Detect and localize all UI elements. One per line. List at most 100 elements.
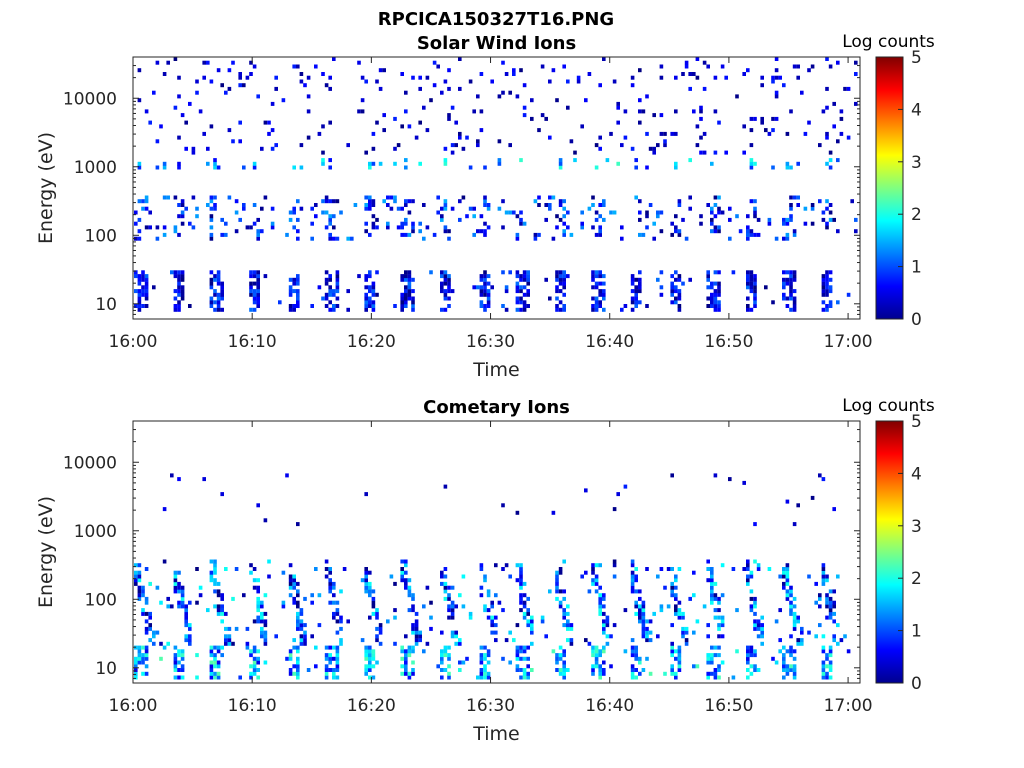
heatmap-cell bbox=[209, 124, 214, 129]
heatmap-cell bbox=[602, 623, 606, 628]
heatmap-cell bbox=[296, 675, 300, 680]
heatmap-cell bbox=[821, 567, 826, 571]
heatmap-cell bbox=[836, 158, 840, 163]
heatmap-cell bbox=[670, 473, 674, 478]
heatmap-cell bbox=[519, 563, 523, 568]
heatmap-cell bbox=[447, 593, 451, 598]
heatmap-cell bbox=[407, 589, 412, 594]
heatmap-cell bbox=[486, 675, 491, 680]
heatmap-cell bbox=[292, 281, 296, 286]
heatmap-cell bbox=[206, 203, 210, 207]
heatmap-cell bbox=[332, 57, 336, 61]
heatmap-cell bbox=[746, 236, 750, 241]
heatmap-cell bbox=[407, 270, 412, 275]
heatmap-cell bbox=[443, 581, 448, 586]
heatmap-cell bbox=[515, 289, 520, 294]
heatmap-cell bbox=[508, 574, 512, 579]
heatmap-cell bbox=[630, 653, 635, 658]
heatmap-cell bbox=[328, 217, 332, 222]
heatmap-cell bbox=[760, 630, 764, 635]
heatmap-cell bbox=[558, 656, 563, 661]
heatmap-cell bbox=[306, 75, 311, 80]
heatmap-cell bbox=[753, 116, 757, 121]
heatmap-cell bbox=[411, 307, 415, 312]
heatmap-cell bbox=[746, 296, 750, 301]
heatmap-cell bbox=[810, 203, 815, 207]
heatmap-cell bbox=[407, 277, 412, 282]
heatmap-cell bbox=[594, 300, 599, 305]
heatmap-cell bbox=[321, 296, 325, 301]
heatmap-cell bbox=[335, 274, 340, 279]
heatmap-cell bbox=[177, 304, 181, 308]
heatmap-cell bbox=[753, 653, 757, 658]
heatmap-cell bbox=[436, 210, 440, 215]
heatmap-cell bbox=[785, 570, 790, 575]
heatmap-cell bbox=[566, 274, 570, 279]
heatmap-cell bbox=[746, 68, 750, 73]
heatmap-cell bbox=[706, 578, 710, 583]
heatmap-cell bbox=[404, 656, 408, 661]
heatmap-cell bbox=[335, 199, 340, 204]
heatmap-cell bbox=[634, 600, 638, 605]
heatmap-cell bbox=[292, 596, 296, 601]
heatmap-cell bbox=[389, 195, 394, 200]
heatmap-cell bbox=[569, 232, 574, 237]
heatmap-cell bbox=[803, 206, 808, 211]
heatmap-cell bbox=[699, 214, 703, 219]
heatmap-cell bbox=[393, 116, 397, 121]
heatmap-cell bbox=[645, 225, 649, 230]
heatmap-cell bbox=[821, 277, 826, 282]
heatmap-cell bbox=[749, 116, 754, 121]
heatmap-cell bbox=[177, 675, 181, 680]
heatmap-cell bbox=[522, 277, 527, 282]
heatmap-cell bbox=[288, 304, 293, 308]
heatmap-cell bbox=[706, 274, 710, 279]
heatmap-cell bbox=[324, 645, 329, 650]
heatmap-cell bbox=[515, 563, 520, 568]
heatmap-cell bbox=[216, 589, 221, 594]
heatmap-cell bbox=[508, 143, 512, 148]
heatmap-cell bbox=[720, 563, 725, 568]
heatmap-cell bbox=[242, 206, 246, 211]
heatmap-cell bbox=[486, 289, 491, 294]
heatmap-cell bbox=[256, 277, 260, 282]
heatmap-cell bbox=[828, 589, 833, 594]
heatmap-cell bbox=[825, 221, 829, 226]
heatmap-cell bbox=[785, 232, 790, 237]
heatmap-cell bbox=[584, 488, 588, 493]
heatmap-cell bbox=[746, 229, 750, 234]
heatmap-cell bbox=[789, 296, 793, 301]
heatmap-cell bbox=[792, 604, 797, 609]
heatmap-cell bbox=[479, 289, 484, 294]
heatmap-cell bbox=[418, 120, 422, 125]
heatmap-cell bbox=[713, 281, 718, 286]
heatmap-cell bbox=[785, 664, 790, 669]
heatmap-cell bbox=[681, 217, 685, 222]
heatmap-cell bbox=[684, 60, 689, 65]
heatmap-cell bbox=[677, 567, 682, 571]
heatmap-cell bbox=[612, 563, 617, 568]
heatmap-cell bbox=[659, 608, 664, 613]
heatmap-cell bbox=[774, 75, 779, 80]
heatmap-cell bbox=[173, 296, 178, 301]
heatmap-cell bbox=[141, 304, 145, 308]
heatmap-cell bbox=[724, 150, 728, 155]
heatmap-cell bbox=[695, 619, 700, 624]
heatmap-cell bbox=[519, 645, 523, 650]
heatmap-cell bbox=[789, 281, 793, 286]
heatmap-cell bbox=[256, 600, 260, 605]
heatmap-cell bbox=[753, 626, 757, 631]
heatmap-cell bbox=[134, 581, 138, 586]
heatmap-cell bbox=[483, 307, 487, 312]
heatmap-cell bbox=[137, 68, 142, 73]
heatmap-cell bbox=[641, 634, 646, 639]
heatmap-cell bbox=[555, 656, 559, 661]
heatmap-cell bbox=[263, 195, 268, 200]
heatmap-cell bbox=[782, 270, 786, 275]
heatmap-cell bbox=[792, 675, 797, 680]
heatmap-cell bbox=[249, 285, 253, 290]
heatmap-cell bbox=[400, 649, 404, 654]
heatmap-cell bbox=[753, 604, 757, 609]
heatmap-cell bbox=[717, 623, 721, 628]
heatmap-cell bbox=[749, 285, 754, 290]
